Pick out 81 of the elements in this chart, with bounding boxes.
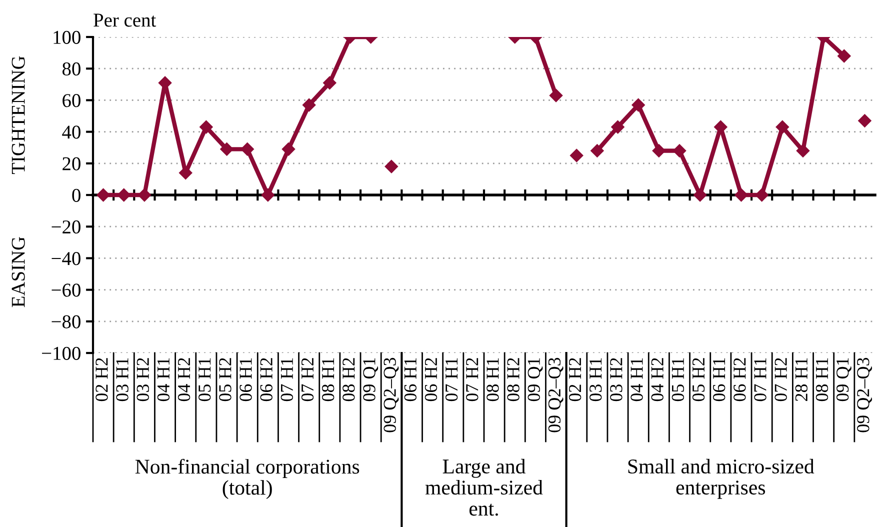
x-tick-label: 09 Q1 [836,358,852,402]
x-tick-label: 07 H2 [466,358,478,402]
x-tick-label: 07 H1 [754,358,766,402]
point [384,160,398,174]
text: Non-financial corporations (total) [135,458,360,500]
point [570,148,584,162]
y-tick-label: 20 [62,157,80,170]
x-tick-label: 09 Q2–Q3 [384,358,399,432]
point [652,144,666,158]
x-tick-label: 07 H1 [445,358,458,402]
point [858,114,872,128]
point [590,144,604,158]
x-tick-label: 05 H2 [692,358,705,402]
point [96,188,110,202]
x-tick-label: 08 H1 [486,358,499,402]
x-tick-label: 08 H1 [816,358,828,402]
x-tick-label: 03 H1 [116,358,128,402]
x-tick-label: 03 H2 [136,358,149,402]
y-tick-label: −80 [52,315,80,328]
point [323,76,336,90]
x-tick-label: 08 H2 [507,358,520,402]
x-tick-label: 04 H2 [651,358,664,402]
x-tick-label: 06 H2 [734,358,746,402]
point [302,98,316,112]
point [549,88,563,102]
x-tick-label: 02 H2 [96,358,108,402]
x-tick-label: 05 H1 [672,358,684,402]
x-tick-label: 04 H1 [157,358,170,402]
point [755,188,768,202]
text: EASING [12,236,25,308]
x-tick-label: 08 H1 [322,358,334,402]
x-tick-label: 07 H1 [280,358,294,402]
x-tick-label: 09 Q1 [528,358,543,402]
y-tick-label: −40 [52,252,80,266]
x-tick-label: 02 H2 [568,358,582,402]
y-tick-label: 80 [62,62,80,76]
x-tick-label: 09 Q2–Q3 [548,358,564,432]
x-tick-label: 03 H2 [610,358,622,402]
x-tick-label: 04 H2 [178,358,190,402]
point [776,120,789,134]
point [282,142,296,156]
point [796,144,810,158]
point [117,188,130,202]
text: Large and medium-sized ent. [425,458,543,516]
x-tick-label: 06 H1 [240,358,252,402]
x-tick-label: 06 H2 [260,358,272,402]
y-tick-label: 40 [62,126,80,139]
x-tick-label: 09 Q2–Q3 [857,358,872,432]
point [261,188,275,202]
y-tick-label: −100 [42,346,80,360]
y-tick-label: 100 [54,30,80,44]
point [672,144,686,158]
point [200,120,213,134]
point [632,98,645,112]
x-tick-label: 05 H2 [219,358,232,402]
point [240,142,254,156]
x-tick-label: 06 H2 [424,358,438,402]
x-tick-label: 07 H2 [301,358,314,402]
x-tick-label: 09 Q1 [363,358,378,402]
point [693,188,707,202]
text: Small and micro-sized enterprises [628,458,814,499]
x-tick-label: 28 H1 [795,358,808,402]
point [158,76,172,90]
y-tick-label: 0 [72,188,80,202]
point [220,142,234,156]
point [838,49,851,63]
text: Per cent [94,14,156,27]
text: TIGHTENING [12,56,25,174]
point [611,120,624,134]
x-tick-label: 03 H1 [590,358,602,402]
x-tick-label: 07 H2 [774,358,787,402]
y-tick-label: 60 [62,94,80,108]
y-tick-label: −60 [52,284,80,297]
x-tick-label: 06 H1 [712,358,726,402]
y-tick-label: −20 [52,220,80,234]
point [734,188,748,202]
x-tick-label: 06 H1 [404,358,416,402]
x-tick-label: 08 H2 [342,358,355,402]
point [138,188,152,202]
x-tick-label: 05 H1 [198,358,211,402]
x-tick-label: 04 H1 [630,358,643,402]
